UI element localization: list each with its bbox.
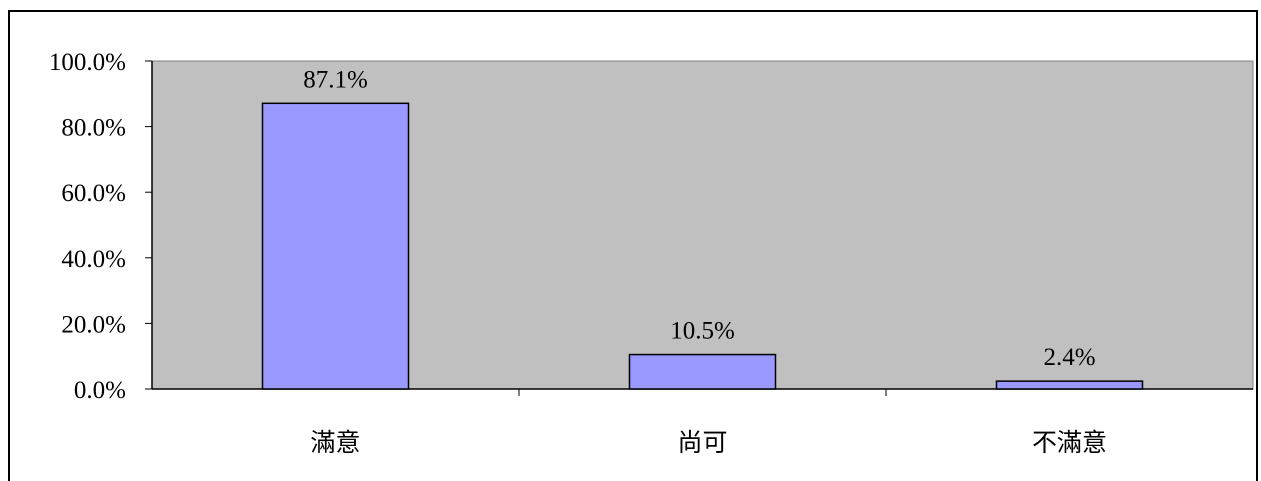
bar: [261, 102, 410, 390]
data-label: 2.4%: [1043, 344, 1095, 371]
data-label: 87.1%: [303, 66, 368, 93]
data-label: 10.5%: [670, 318, 735, 345]
y-tick-label: 40.0%: [61, 246, 126, 273]
y-axis: 0.0% 20.0% 40.0% 60.0% 80.0% 100.0%: [49, 49, 153, 404]
x-axis: 滿意 尚可 不滿意: [152, 388, 1253, 457]
bar: [628, 353, 777, 390]
x-category-label: 滿意: [310, 428, 360, 457]
y-tick-label: 100.0%: [49, 49, 126, 76]
y-tick-label: 0.0%: [74, 377, 126, 404]
bar: [995, 380, 1144, 390]
y-tick-label: 80.0%: [61, 115, 126, 142]
x-category-label: 不滿意: [1032, 428, 1107, 457]
bar-series: [261, 102, 1144, 390]
y-tick-label: 20.0%: [61, 311, 126, 338]
data-labels: 87.1% 10.5% 2.4%: [303, 66, 1095, 371]
chart-frame: [8, 10, 1258, 481]
y-tick-label: 60.0%: [61, 180, 126, 207]
x-category-label: 尚可: [677, 428, 727, 457]
